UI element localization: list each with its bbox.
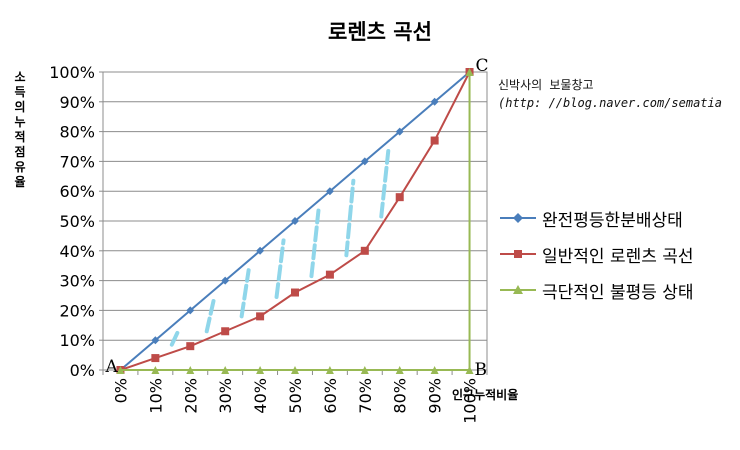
data-point-extreme — [395, 366, 404, 374]
y-tick-label: 20% — [59, 301, 95, 320]
y-tick-label: 50% — [59, 212, 95, 231]
x-tick-label: 30% — [216, 378, 235, 414]
shading-stroke — [379, 148, 391, 219]
data-point-lorenz — [360, 246, 369, 255]
point-label-b: B — [475, 360, 488, 380]
data-point-lorenz — [291, 288, 299, 297]
data-point-equal — [221, 276, 230, 285]
data-point-extreme — [430, 366, 439, 374]
legend-item-extreme: 극단적인 불평등 상태 — [500, 272, 694, 308]
data-point-equal — [430, 97, 439, 106]
shading-stroke — [169, 327, 181, 347]
legend-extreme-label: 극단적인 불평등 상태 — [542, 282, 694, 303]
data-point-lorenz — [325, 270, 334, 279]
x-axis-label: 인구누적비율 — [452, 388, 519, 402]
data-point-lorenz — [221, 327, 230, 336]
y-tick-label: 10% — [59, 331, 95, 350]
data-point-equal — [325, 187, 334, 196]
data-point-extreme — [465, 68, 474, 76]
chart-title: 로렌츠 곡선 — [328, 20, 432, 44]
legend-item-equal: 완전평등한분배상태 — [500, 200, 694, 236]
data-point-extreme — [291, 366, 299, 374]
x-tick-label: 100% — [461, 378, 480, 424]
x-tick-label: 10% — [146, 378, 165, 414]
data-point-extreme — [256, 366, 265, 374]
y-tick-label: 40% — [59, 242, 95, 261]
data-point-equal — [256, 246, 265, 255]
x-tick-label: 50% — [286, 378, 305, 414]
data-point-equal — [360, 157, 369, 166]
series-line-2 — [120, 72, 471, 371]
data-point-extreme — [186, 366, 195, 374]
legend-equal-label: 완전평등한분배상태 — [542, 210, 683, 231]
data-point-lorenz — [256, 312, 265, 321]
shading-stroke — [274, 238, 286, 299]
shading-stroke — [309, 208, 321, 279]
legend-item-lorenz: 일반적인 로렌츠 곡선 — [500, 236, 694, 272]
y-tick-label: 60% — [59, 182, 95, 201]
legend-equal-marker — [500, 213, 536, 223]
x-tick-label: 70% — [356, 378, 375, 414]
x-tick-label: 0% — [111, 378, 130, 403]
x-tick-label: 80% — [391, 378, 410, 414]
data-point-extreme — [116, 366, 125, 374]
data-point-extreme — [221, 366, 230, 374]
chart-legend: 완전평등한분배상태 일반적인 로렌츠 곡선 극단적인 불평등 상태 — [500, 200, 694, 308]
y-tick-label: 0% — [70, 361, 95, 380]
watermark-line2: (http: //blog.naver.com/sematia — [498, 96, 722, 110]
data-point-extreme — [325, 366, 334, 374]
data-point-lorenz — [186, 342, 195, 351]
data-point-lorenz — [395, 193, 404, 202]
data-point-extreme — [151, 366, 160, 374]
legend-lorenz-label: 일반적인 로렌츠 곡선 — [542, 246, 694, 267]
data-point-equal — [395, 127, 404, 136]
shading-stroke — [204, 297, 216, 334]
x-tick-label: 20% — [181, 378, 200, 414]
data-point-equal — [151, 336, 160, 345]
data-point-lorenz — [430, 136, 439, 145]
shading-stroke — [239, 268, 251, 319]
x-tick-label: 60% — [321, 378, 340, 414]
y-tick-label: 70% — [59, 152, 95, 171]
data-point-extreme — [360, 366, 369, 374]
x-tick-label: 90% — [426, 378, 445, 414]
data-point-extreme — [465, 366, 474, 374]
data-point-equal — [186, 306, 195, 315]
shading-stroke — [344, 178, 356, 258]
y-tick-label: 30% — [59, 272, 95, 291]
data-point-lorenz — [151, 354, 160, 363]
point-label-a: A — [104, 357, 118, 377]
y-axis-label: 소득의누적점유율 — [14, 70, 26, 189]
legend-lorenz-marker — [500, 250, 536, 258]
data-point-equal — [291, 217, 299, 225]
point-label-c: C — [476, 56, 489, 76]
x-tick-label: 40% — [251, 378, 270, 414]
y-tick-label: 80% — [59, 123, 95, 142]
y-tick-label: 90% — [59, 93, 95, 112]
y-tick-label: 100% — [49, 63, 95, 82]
watermark-line1: 신박사의 보물창고 — [498, 78, 594, 92]
legend-extreme-marker — [500, 285, 536, 294]
